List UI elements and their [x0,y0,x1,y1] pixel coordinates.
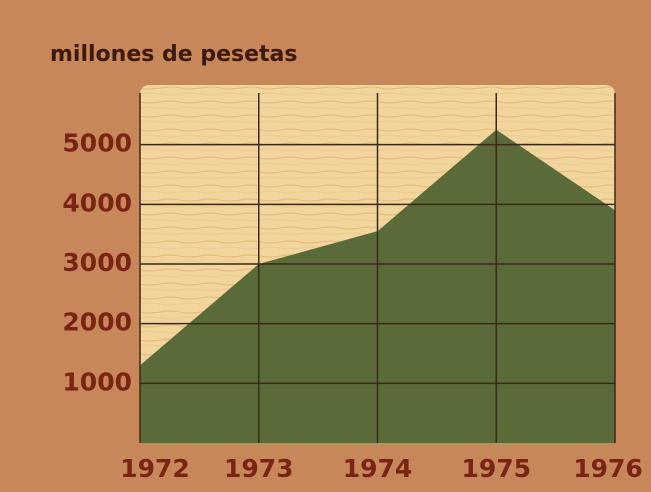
y-tick-label: 1000 [62,367,132,396]
y-tick-label: 5000 [62,129,132,158]
x-tick-label: 1972 [120,454,190,483]
y-tick-label: 4000 [62,188,132,217]
x-tick-label: 1973 [224,454,294,483]
x-tick-label: 1974 [343,454,413,483]
x-tick-label: 1975 [461,454,531,483]
x-tick-label: 1976 [573,454,643,483]
chart-title: millones de pesetas [50,42,297,67]
y-tick-label: 2000 [62,308,132,337]
y-tick-label: 3000 [62,248,132,277]
